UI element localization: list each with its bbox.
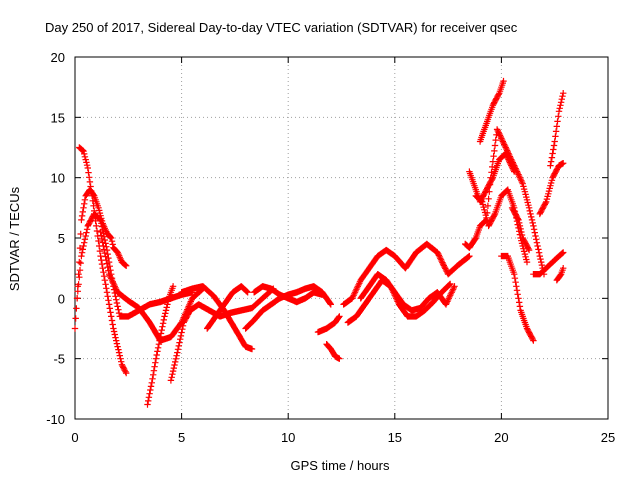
series-arc-21 — [508, 204, 533, 254]
series-arc-24 — [547, 90, 567, 169]
series-markers — [536, 160, 567, 218]
series-markers — [357, 271, 458, 314]
series-markers — [530, 249, 567, 278]
axis-ticks: 0 5 10 15 20 25 -10 -5 0 5 10 15 20 — [46, 50, 615, 445]
series-markers — [547, 90, 567, 169]
series-markers — [144, 283, 177, 408]
series-arc-12 — [323, 341, 343, 362]
y-tick-label: -5 — [53, 352, 65, 367]
series-arc-5 — [144, 283, 177, 408]
series-arc-25 — [553, 265, 567, 284]
series-arc-22 — [530, 249, 567, 278]
series-arc-8 — [204, 283, 251, 332]
x-tick-label: 0 — [71, 430, 78, 445]
series-arc-4 — [97, 228, 207, 344]
series-arc-15 — [357, 271, 458, 314]
y-tick-label: 5 — [58, 231, 65, 246]
chart-title: Day 250 of 2017, Sidereal Day-to-day VTE… — [45, 20, 518, 35]
series-arc-19 — [476, 77, 507, 145]
series-arc-20 — [498, 252, 537, 344]
y-axis-label: SDTVAR / TECUs — [7, 186, 22, 291]
y-tick-label: 0 — [58, 291, 65, 306]
x-tick-label: 20 — [494, 430, 508, 445]
series-arc-11 — [314, 313, 343, 336]
series-markers — [323, 341, 343, 362]
y-tick-label: 15 — [51, 110, 65, 125]
y-tick-label: 20 — [51, 50, 65, 65]
series-markers — [553, 265, 567, 284]
series-arc-13 — [340, 240, 473, 308]
series-arc-23 — [536, 160, 567, 218]
x-tick-label: 15 — [388, 430, 402, 445]
series-markers — [476, 77, 507, 145]
series-markers — [204, 283, 251, 332]
series-markers — [340, 240, 473, 308]
x-tick-label: 10 — [281, 430, 295, 445]
y-tick-label: 10 — [51, 171, 65, 186]
data-series — [71, 77, 567, 408]
series-arc-10 — [250, 283, 326, 306]
x-tick-label: 5 — [178, 430, 185, 445]
x-tick-label: 25 — [601, 430, 615, 445]
x-axis-label: GPS time / hours — [291, 458, 390, 473]
series-markers — [508, 204, 533, 254]
series-markers — [97, 228, 207, 344]
series-markers — [498, 252, 537, 344]
y-tick-label: -10 — [46, 412, 65, 427]
series-markers — [314, 313, 343, 336]
series-markers — [250, 283, 326, 306]
